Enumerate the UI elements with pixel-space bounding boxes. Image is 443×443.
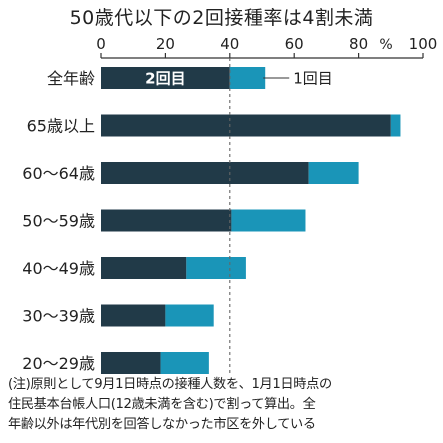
x-tick-label: 80 <box>349 35 368 53</box>
bar-dose1 <box>231 209 306 232</box>
bar-dose1 <box>229 67 266 89</box>
series-label-dose2: 2回目 <box>145 70 185 88</box>
bar-dose1 <box>186 257 246 279</box>
bar-dose2 <box>101 257 187 279</box>
bar-chart: 0 20 40 60 80 100% 全年齢 65歳以上 60～64歳 50～59歳 40～49歳 3… <box>22 35 438 375</box>
x-tick-label: 100 <box>409 35 438 53</box>
category-label: 60～64歳 <box>22 164 95 183</box>
category-label: 50～59歳 <box>22 212 95 231</box>
footnote: (注)原則として9月1日時点の接種人数を、1月1日時点の 住民基本台帳人口(12… <box>8 375 440 435</box>
category-label: 20～29歳 <box>22 354 95 373</box>
bar-dose1 <box>160 352 209 374</box>
x-axis-unit: % <box>379 37 392 53</box>
footnote-line-1: (注)原則として9月1日時点の接種人数を、1月1日時点の <box>8 377 332 392</box>
x-tick-label: 20 <box>156 35 175 53</box>
bar-dose2 <box>101 162 309 184</box>
footnote-line-3: 年齢以外は年代別を回答しなかった市区を外している <box>8 417 316 432</box>
bar-dose1 <box>165 304 214 327</box>
footnote-line-2: 住民基本台帳人口(12歳未満を含む)で割って算出。全 <box>8 397 316 412</box>
bar-dose2 <box>101 209 232 232</box>
bar-dose2 <box>101 67 230 89</box>
x-tick-label: 60 <box>285 35 304 53</box>
category-label: 30～39歳 <box>22 307 95 326</box>
x-tick-label: 40 <box>220 35 239 53</box>
series-label-dose1: 1回目 <box>293 70 333 88</box>
bar-dose1 <box>390 114 401 137</box>
bar-dose2 <box>101 352 161 374</box>
bar-dose1 <box>308 162 359 184</box>
category-label: 65歳以上 <box>27 117 95 136</box>
bar-dose2 <box>101 114 391 137</box>
chart-title: 50歳代以下の2回接種率は4割未満 <box>69 7 374 29</box>
category-label: 全年齢 <box>47 69 95 88</box>
category-label: 40～49歳 <box>22 259 95 278</box>
x-tick-label: 0 <box>96 35 106 53</box>
bar-dose2 <box>101 304 166 327</box>
